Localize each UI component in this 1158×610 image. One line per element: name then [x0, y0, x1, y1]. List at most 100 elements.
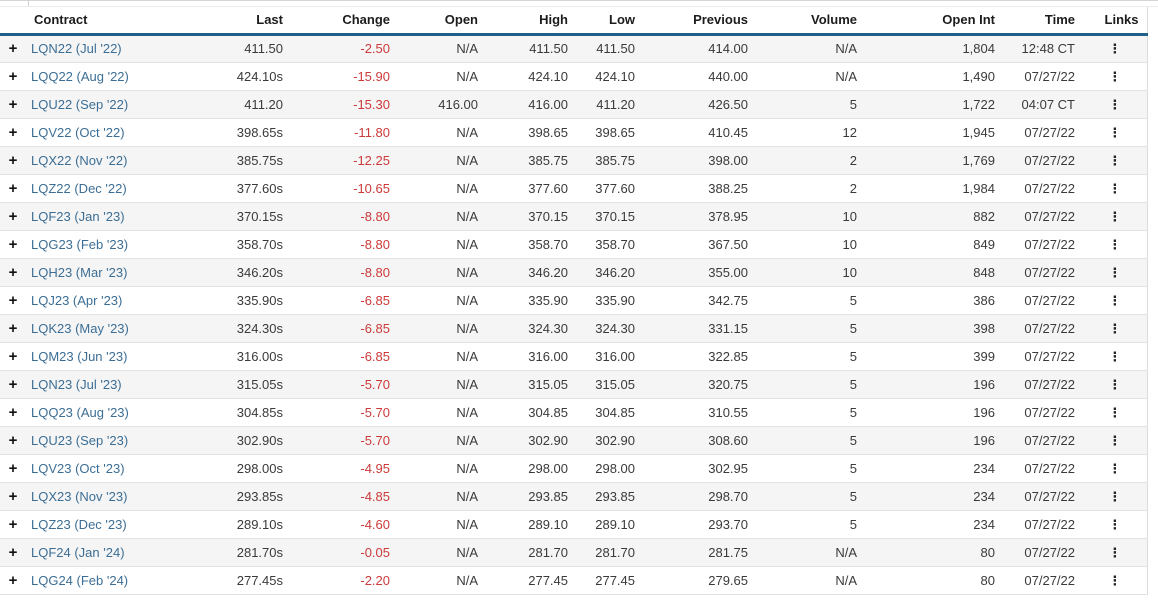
row-links-button[interactable]: ⋮ — [1102, 236, 1127, 253]
contract-link[interactable]: LQN22 (Jul '22) — [31, 41, 122, 56]
expand-row-button[interactable]: + — [6, 487, 21, 506]
col-header-open[interactable]: Open — [398, 7, 486, 36]
expand-row-button[interactable]: + — [6, 39, 21, 58]
contract-link[interactable]: LQV22 (Oct '22) — [31, 124, 125, 140]
row-links-button[interactable]: ⋮ — [1102, 320, 1127, 337]
cell-low: 324.30 — [576, 314, 643, 343]
expand-row-button[interactable]: + — [6, 263, 21, 282]
cell-open: N/A — [398, 454, 486, 483]
row-links-button[interactable]: ⋮ — [1102, 376, 1127, 393]
contract-link[interactable]: LQZ22 (Dec '22) — [31, 180, 127, 196]
plus-icon: + — [8, 151, 18, 169]
col-header-last[interactable]: Last — [191, 7, 291, 36]
expand-row-button[interactable]: + — [6, 95, 21, 114]
expand-row-button[interactable]: + — [6, 179, 21, 198]
contract-link[interactable]: LQQ22 (Aug '22) — [31, 68, 129, 84]
kebab-menu-icon: ⋮ — [1108, 516, 1122, 532]
contract-link[interactable]: LQM23 (Jun '23) — [31, 348, 128, 364]
expand-row-button[interactable]: + — [6, 67, 21, 86]
row-links-button[interactable]: ⋮ — [1102, 460, 1127, 477]
col-header-low[interactable]: Low — [576, 7, 643, 36]
row-links-button[interactable]: ⋮ — [1102, 404, 1127, 421]
row-links-button[interactable]: ⋮ — [1102, 40, 1127, 57]
contract-link[interactable]: LQV23 (Oct '23) — [31, 460, 125, 476]
col-header-open-int[interactable]: Open Int — [865, 7, 1003, 36]
contract-link[interactable]: LQX23 (Nov '23) — [31, 488, 128, 504]
row-links-button[interactable]: ⋮ — [1102, 152, 1127, 169]
row-links-button[interactable]: ⋮ — [1102, 180, 1127, 197]
cell-low: 346.20 — [576, 258, 643, 287]
cell-links: ⋮ — [1083, 202, 1147, 231]
row-links-button[interactable]: ⋮ — [1102, 68, 1127, 85]
cell-time: 07/27/22 — [1003, 258, 1083, 287]
cell-change: -5.70 — [291, 398, 398, 427]
contract-link[interactable]: LQJ23 (Apr '23) — [31, 292, 123, 308]
col-header-volume[interactable]: Volume — [756, 7, 865, 36]
cell-open-int: 1,722 — [865, 90, 1003, 119]
cell-previous: 322.85 — [643, 342, 756, 371]
contract-link[interactable]: LQN23 (Jul '23) — [31, 376, 122, 392]
cell-last: 377.60s — [191, 174, 291, 203]
contract-link[interactable]: LQG24 (Feb '24) — [31, 572, 129, 588]
contract-link[interactable]: LQU23 (Sep '23) — [31, 432, 129, 448]
contract-link[interactable]: LQX22 (Nov '22) — [31, 152, 128, 168]
row-links-button[interactable]: ⋮ — [1102, 432, 1127, 449]
contract-link[interactable]: LQZ23 (Dec '23) — [31, 516, 127, 532]
expand-row-button[interactable]: + — [6, 319, 21, 338]
col-header-change[interactable]: Change — [291, 7, 398, 36]
expand-row-button[interactable]: + — [6, 543, 21, 562]
row-links-button[interactable]: ⋮ — [1102, 292, 1127, 309]
contract-link[interactable]: LQF23 (Jan '23) — [31, 208, 125, 224]
expand-row-button[interactable]: + — [6, 459, 21, 478]
contract-link[interactable]: LQF24 (Jan '24) — [31, 544, 125, 560]
cell-volume: 5 — [756, 370, 865, 399]
row-links-button[interactable]: ⋮ — [1102, 96, 1127, 113]
expand-row-button[interactable]: + — [6, 151, 21, 170]
expand-row-button[interactable]: + — [6, 431, 21, 450]
cell-previous: 426.50 — [643, 90, 756, 119]
contract-link[interactable]: LQK23 (May '23) — [31, 320, 129, 336]
col-header-links[interactable]: Links — [1083, 7, 1147, 36]
expand-row-button[interactable]: + — [6, 123, 21, 142]
col-header-previous[interactable]: Previous — [643, 7, 756, 36]
expand-row-button[interactable]: + — [6, 375, 21, 394]
cell-links: ⋮ — [1083, 62, 1147, 91]
row-links-button[interactable]: ⋮ — [1102, 264, 1127, 281]
cell-last: 385.75s — [191, 146, 291, 175]
row-links-button[interactable]: ⋮ — [1102, 348, 1127, 365]
contract-link[interactable]: LQU22 (Sep '22) — [31, 96, 129, 112]
row-links-button[interactable]: ⋮ — [1102, 488, 1127, 505]
col-header-contract[interactable]: Contract — [26, 7, 191, 36]
cell-last: 346.20s — [191, 258, 291, 287]
cell-open-int: 848 — [865, 258, 1003, 287]
expand-row-button[interactable]: + — [6, 207, 21, 226]
expand-row-button[interactable]: + — [6, 515, 21, 534]
expand-row-button[interactable]: + — [6, 571, 21, 590]
contract-link[interactable]: LQQ23 (Aug '23) — [31, 404, 129, 420]
cell-time: 12:48 CT — [1003, 34, 1083, 63]
contract-link[interactable]: LQH23 (Mar '23) — [31, 264, 128, 280]
row-links-button[interactable]: ⋮ — [1102, 544, 1127, 561]
cell-contract: LQJ23 (Apr '23) — [26, 286, 191, 315]
expand-row-button[interactable]: + — [6, 347, 21, 366]
cell-open-int: 234 — [865, 482, 1003, 511]
row-links-button[interactable]: ⋮ — [1102, 572, 1127, 589]
row-links-button[interactable]: ⋮ — [1102, 208, 1127, 225]
expand-row-button[interactable]: + — [6, 403, 21, 422]
cell-expander: + — [0, 314, 26, 343]
row-links-button[interactable]: ⋮ — [1102, 516, 1127, 533]
plus-icon: + — [8, 375, 18, 393]
cell-change: -10.65 — [291, 174, 398, 203]
cell-last: 398.65s — [191, 118, 291, 147]
kebab-menu-icon: ⋮ — [1108, 41, 1122, 56]
cell-open-int: 1,769 — [865, 146, 1003, 175]
expand-row-button[interactable]: + — [6, 291, 21, 310]
cell-contract: LQK23 (May '23) — [26, 314, 191, 343]
contract-link[interactable]: LQG23 (Feb '23) — [31, 236, 129, 252]
expand-row-button[interactable]: + — [6, 235, 21, 254]
cell-last: 277.45s — [191, 566, 291, 595]
cell-time: 07/27/22 — [1003, 286, 1083, 315]
col-header-high[interactable]: High — [486, 7, 576, 36]
row-links-button[interactable]: ⋮ — [1102, 124, 1127, 141]
col-header-time[interactable]: Time — [1003, 7, 1083, 36]
